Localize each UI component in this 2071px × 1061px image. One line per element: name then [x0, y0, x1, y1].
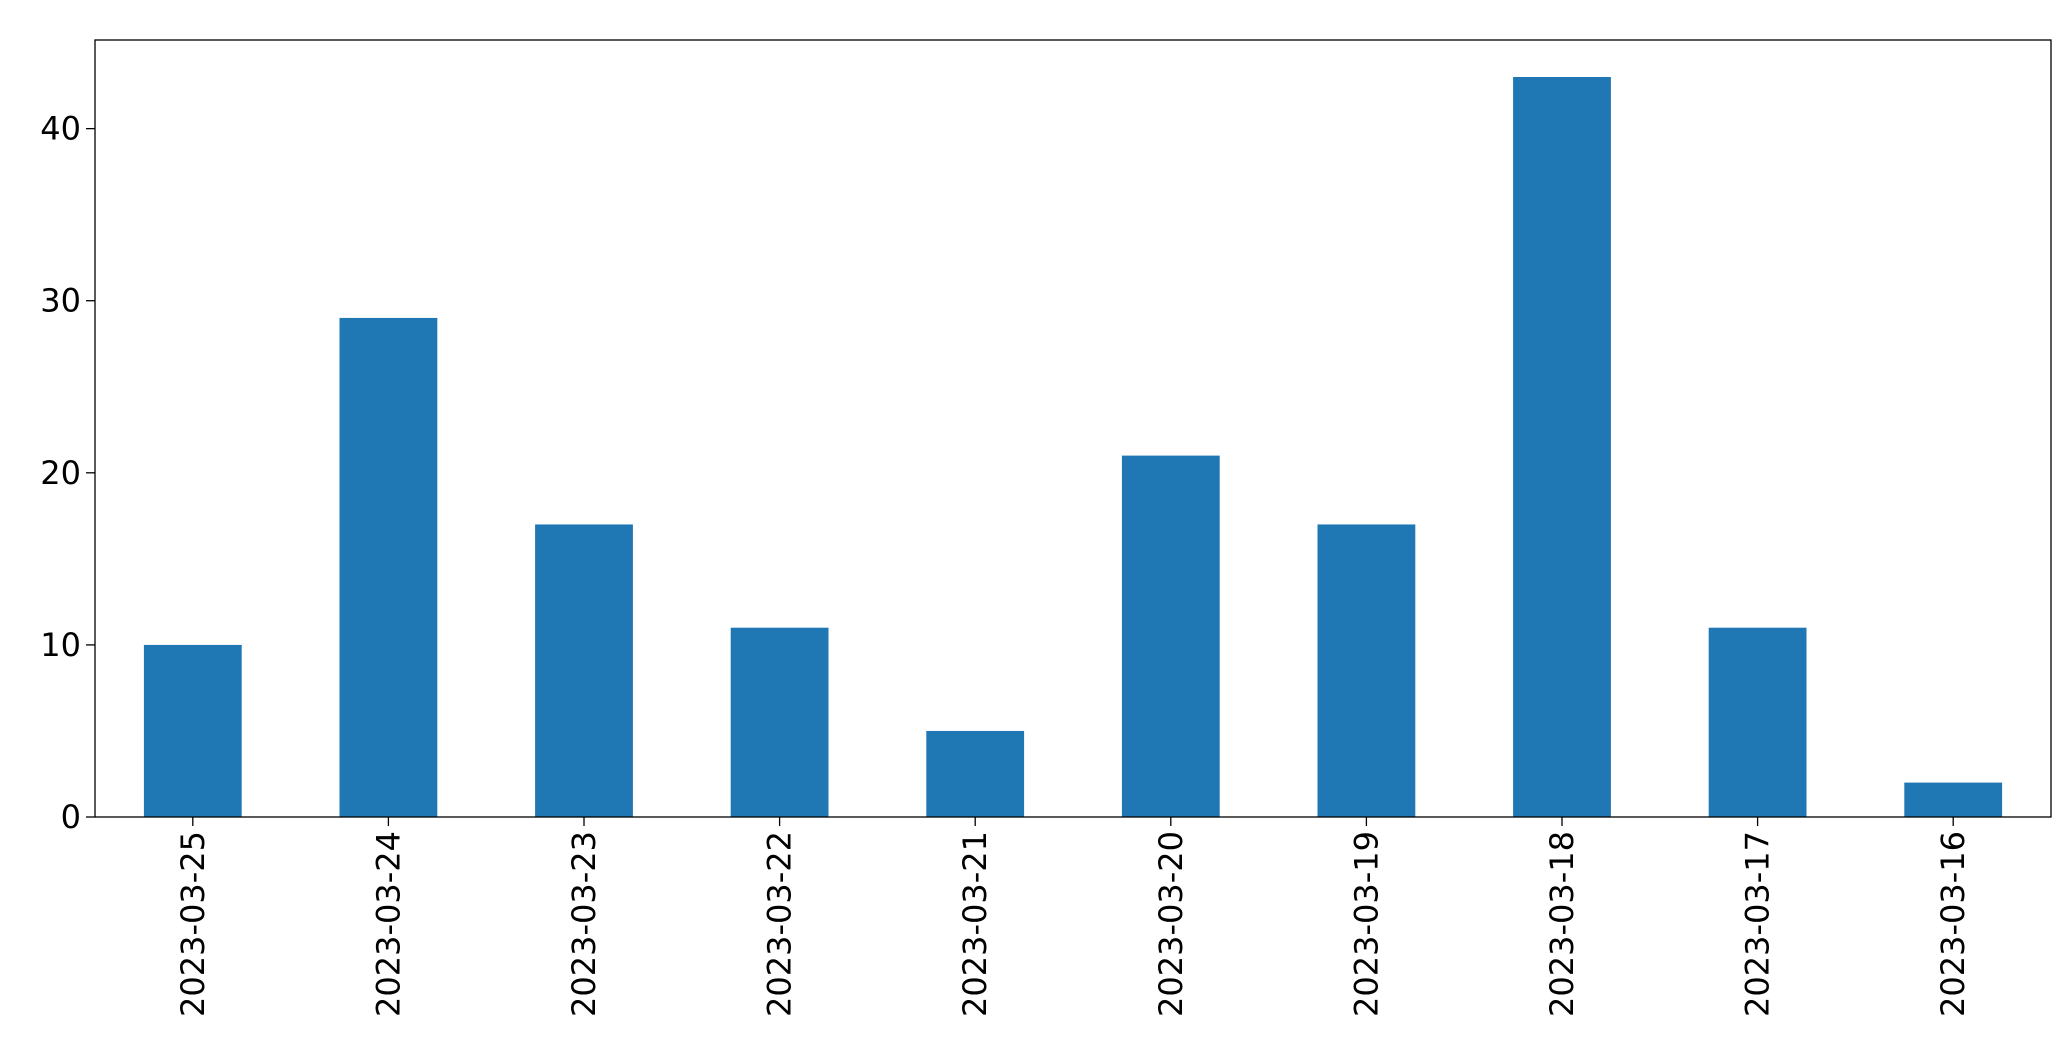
bar — [1708, 627, 1807, 817]
x-tick-label: 2023-03-17 — [1739, 831, 1777, 1017]
y-tick-label: 40 — [40, 110, 81, 148]
x-tick-label: 2023-03-21 — [956, 831, 994, 1017]
plot-frame — [94, 39, 2052, 818]
bar — [926, 730, 1025, 817]
bar — [1317, 524, 1416, 817]
x-tick-label: 2023-03-20 — [1152, 831, 1190, 1017]
bar — [1904, 782, 2003, 817]
x-tick-label: 2023-03-18 — [1543, 831, 1581, 1017]
y-tick-label: 30 — [40, 282, 81, 320]
x-tick-label: 2023-03-23 — [565, 831, 603, 1017]
y-tick-label: 10 — [40, 626, 81, 664]
bar — [143, 644, 242, 817]
bar — [1513, 77, 1611, 817]
x-tick-label: 2023-03-25 — [174, 831, 212, 1017]
bar — [730, 627, 829, 817]
x-tick-label: 2023-03-22 — [761, 831, 799, 1017]
x-tick-label: 2023-03-19 — [1347, 831, 1385, 1017]
y-tick-label: 0 — [61, 798, 81, 836]
bar — [339, 317, 438, 817]
x-tick-label: 2023-03-16 — [1934, 831, 1972, 1017]
x-tick-label: 2023-03-24 — [369, 831, 407, 1017]
bar — [535, 524, 633, 817]
y-tick-label: 20 — [40, 454, 81, 492]
bar — [1121, 455, 1220, 817]
